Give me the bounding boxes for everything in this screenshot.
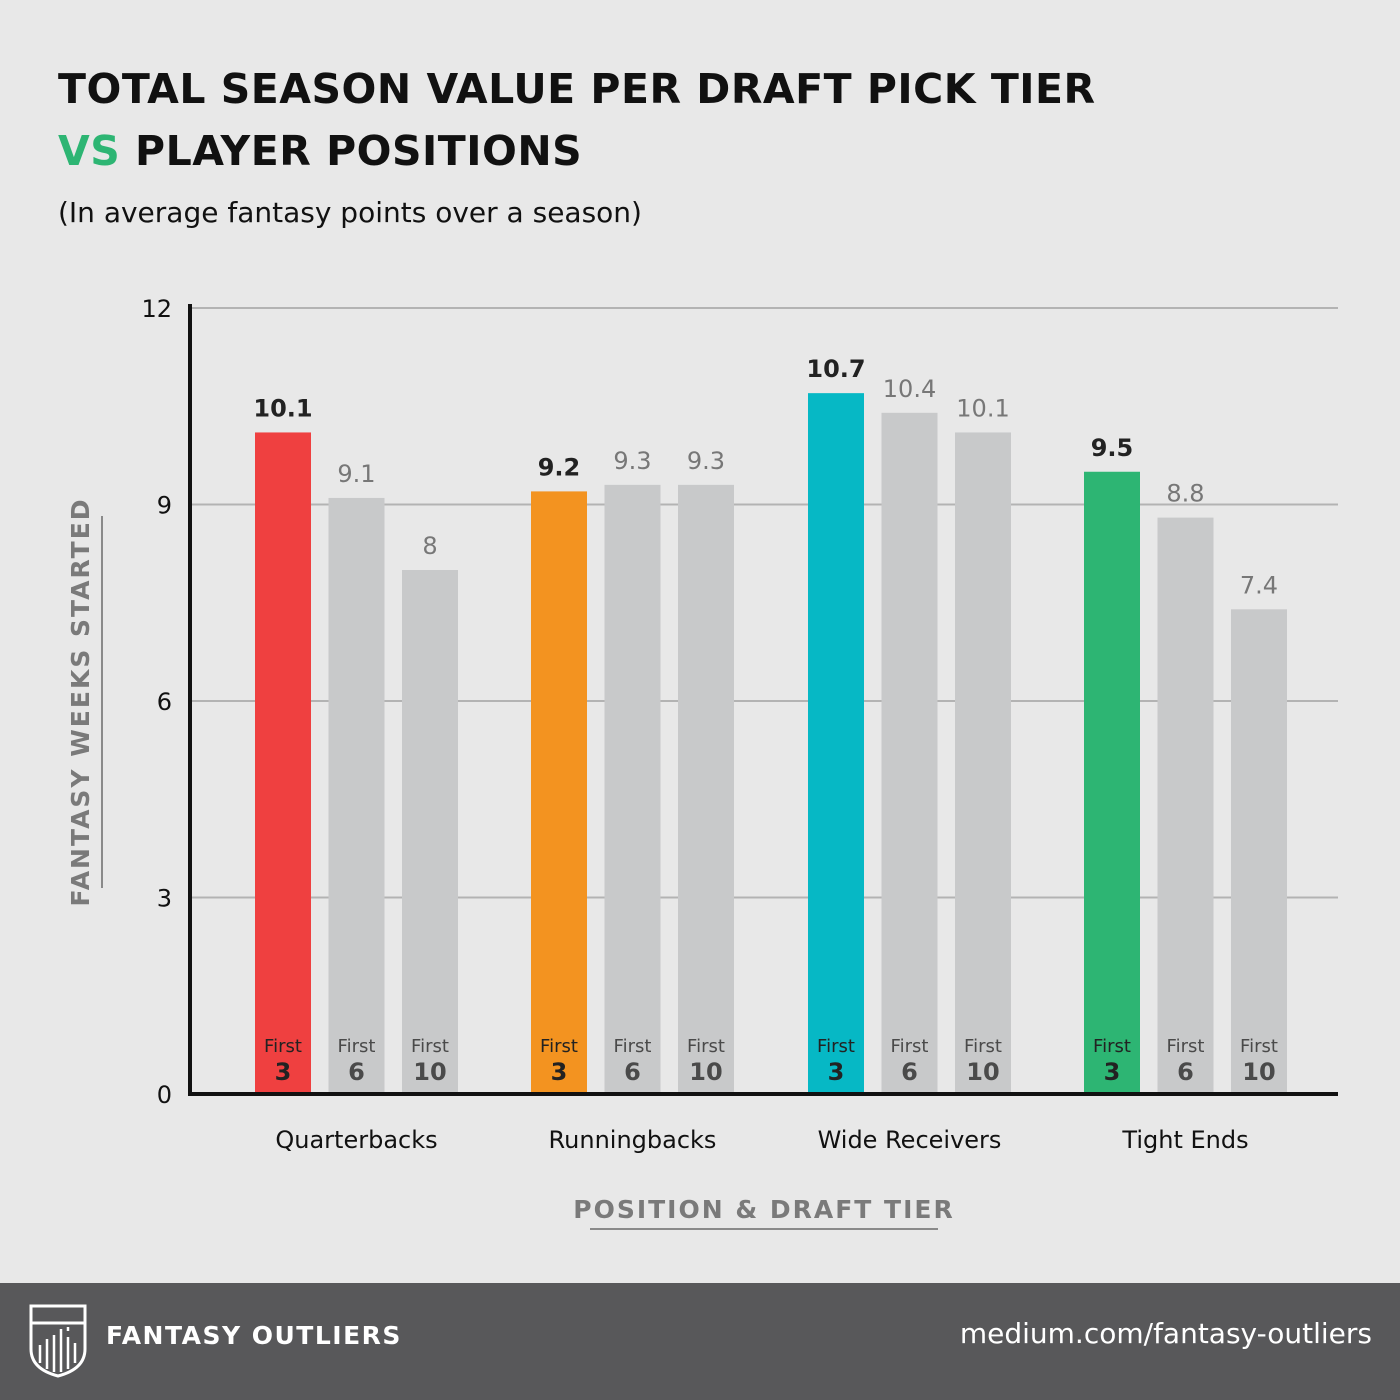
brand-name: FANTASY OUTLIERS (106, 1321, 402, 1350)
bar-value-label: 8 (422, 532, 437, 560)
bar-value-label: 9.2 (538, 453, 581, 481)
tier-number-label: 10 (413, 1058, 446, 1086)
chart-title: TOTAL SEASON VALUE PER DRAFT PICK TIER V… (58, 58, 1096, 182)
bar (604, 484, 661, 1093)
bar-value-label: 10.4 (883, 375, 936, 403)
tier-number-label: 6 (624, 1058, 641, 1086)
tier-prefix-label: First (1167, 1036, 1205, 1057)
tier-number-label: 6 (1177, 1058, 1194, 1086)
tier-prefix-label: First (338, 1036, 376, 1057)
title-line-1: TOTAL SEASON VALUE PER DRAFT PICK TIER (58, 65, 1096, 113)
bar (1231, 609, 1287, 1092)
tier-prefix-label: First (1240, 1036, 1278, 1057)
bar (328, 497, 385, 1092)
tier-number-label: 3 (275, 1058, 292, 1086)
chart-subtitle: (In average fantasy points over a season… (58, 196, 642, 229)
tier-prefix-label: First (540, 1036, 578, 1057)
bar-value-label: 10.7 (806, 355, 865, 383)
y-tick-label: 3 (157, 885, 172, 913)
bar (678, 484, 734, 1093)
tier-number-label: 10 (689, 1058, 722, 1086)
y-tick-label: 6 (157, 688, 172, 716)
bar-value-label: 8.8 (1166, 480, 1204, 508)
tier-number-label: 3 (828, 1058, 845, 1086)
tier-number-label: 3 (551, 1058, 568, 1086)
tier-number-label: 10 (966, 1058, 999, 1086)
tier-number-label: 6 (348, 1058, 365, 1086)
title-vs: VS (58, 127, 121, 175)
tier-prefix-label: First (964, 1036, 1002, 1057)
tier-prefix-label: First (264, 1036, 302, 1057)
bar-value-label: 10.1 (956, 394, 1009, 422)
x-axis-title: POSITION & DRAFT TIER (573, 1195, 955, 1224)
bar-value-label: 10.1 (253, 394, 312, 422)
bar (955, 432, 1011, 1092)
bar-value-label: 9.3 (613, 447, 651, 475)
bar (1157, 517, 1214, 1092)
tier-number-label: 10 (1242, 1058, 1275, 1086)
bar (402, 570, 458, 1092)
y-tick-label: 12 (141, 295, 172, 323)
tier-number-label: 3 (1104, 1058, 1121, 1086)
bar (881, 412, 938, 1092)
bar-value-label: 9.3 (687, 447, 725, 475)
y-tick-label: 0 (157, 1081, 172, 1109)
y-axis-title: FANTASY WEEKS STARTED (66, 497, 95, 906)
category-label: Tight Ends (1121, 1126, 1248, 1154)
bar-value-label: 9.1 (337, 460, 375, 488)
shield-logo-icon (29, 1304, 87, 1378)
tier-prefix-label: First (1093, 1036, 1131, 1057)
bar-value-label: 9.5 (1091, 434, 1134, 462)
bar (255, 432, 311, 1092)
tier-prefix-label: First (687, 1036, 725, 1057)
bar (531, 491, 587, 1092)
tier-number-label: 6 (901, 1058, 918, 1086)
bar (808, 393, 864, 1092)
category-label: Wide Receivers (818, 1126, 1002, 1154)
tier-prefix-label: First (817, 1036, 855, 1057)
y-tick-label: 9 (157, 492, 172, 520)
bar (1084, 471, 1140, 1092)
footer-bar: FANTASY OUTLIERS medium.com/fantasy-outl… (0, 1283, 1400, 1400)
title-line-2: VS PLAYER POSITIONS (58, 120, 1096, 182)
tier-prefix-label: First (411, 1036, 449, 1057)
bar-value-label: 7.4 (1240, 571, 1278, 599)
category-label: Quarterbacks (275, 1126, 437, 1154)
footer-url[interactable]: medium.com/fantasy-outliers (959, 1317, 1372, 1350)
tier-prefix-label: First (614, 1036, 652, 1057)
title-line-2-text: PLAYER POSITIONS (135, 127, 583, 175)
category-label: Runningbacks (549, 1126, 717, 1154)
tier-prefix-label: First (891, 1036, 929, 1057)
